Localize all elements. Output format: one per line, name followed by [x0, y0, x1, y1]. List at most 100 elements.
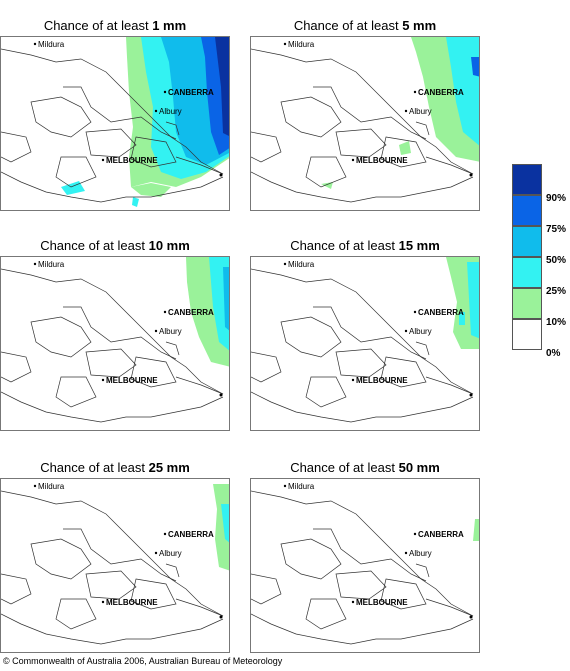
boundary-line [175, 156, 224, 175]
boundary-lines [251, 48, 474, 203]
city-marker [404, 109, 408, 113]
boundary-line [415, 563, 430, 578]
panel-title: Chance of at least 5 mm [293, 18, 437, 33]
probability-zone [215, 37, 229, 136]
boundary-line [175, 598, 224, 617]
boundary-line [55, 376, 97, 408]
copyright-notice: © Commonwealth of Australia 2006, Austra… [3, 656, 283, 666]
boundary-line [313, 86, 427, 140]
boundary-line [1, 490, 224, 617]
panel-title: Chance of at least 15 mm [290, 238, 440, 253]
boundary-line [251, 351, 282, 383]
city-label-canberra: CANBERRA [168, 88, 214, 97]
city-label-melbourne: MELBOURNE [106, 156, 158, 165]
boundary-line [165, 121, 180, 136]
city-marker [283, 484, 287, 488]
probability-map: Mildura CANBERRA Albury MELBOURNE [0, 36, 230, 211]
boundary-lines [251, 268, 474, 423]
probability-zones [213, 484, 229, 571]
city-label-albury: Albury [409, 107, 432, 116]
boundary-line [313, 306, 427, 360]
probability-zone [132, 197, 139, 207]
boundary-line [415, 341, 430, 356]
boundary-line [165, 341, 180, 356]
probability-map: Mildura CANBERRA Albury MELBOURNE [250, 256, 480, 431]
city-marker [154, 329, 158, 333]
coast-marker [469, 173, 473, 177]
probability-map: Mildura CANBERRA Albury MELBOURNE [0, 256, 230, 431]
city-marker [413, 310, 417, 314]
probability-map: Mildura CANBERRA Albury MELBOURNE [250, 36, 480, 211]
city-label-albury: Albury [409, 549, 432, 558]
boundary-lines [251, 490, 474, 645]
boundary-line [305, 598, 347, 630]
coast-marker [469, 615, 473, 619]
city-label-melbourne: MELBOURNE [356, 156, 408, 165]
probability-zone [473, 519, 479, 541]
panel-title: Chance of at least 1 mm [43, 18, 187, 33]
city-label-mildura: Mildura [288, 482, 315, 491]
city-marker [283, 42, 287, 46]
boundary-line [1, 131, 32, 163]
probability-map: Mildura CANBERRA Albury MELBOURNE [250, 478, 480, 653]
boundary-line [251, 391, 474, 423]
boundary-line [280, 316, 342, 358]
boundary-line [30, 316, 92, 358]
probability-zones [446, 257, 479, 349]
city-label-melbourne: MELBOURNE [106, 598, 158, 607]
boundary-lines [1, 268, 224, 423]
boundary-line [85, 570, 137, 600]
city-label-mildura: Mildura [288, 40, 315, 49]
boundary-line [280, 538, 342, 580]
boundary-line [1, 391, 224, 423]
legend-label: 90% [546, 193, 567, 204]
legend-label: 50% [546, 255, 567, 266]
boundary-line [1, 171, 224, 203]
boundary-line [251, 131, 282, 163]
city-label-mildura: Mildura [38, 482, 65, 491]
legend-label: 0% [546, 348, 561, 359]
probability-zones [473, 519, 479, 541]
probability-zones [61, 37, 229, 207]
city-marker [33, 42, 37, 46]
boundary-line [380, 136, 427, 168]
boundary-line [1, 268, 224, 395]
probability-zone [221, 504, 229, 543]
city-marker [154, 551, 158, 555]
probability-zones [321, 37, 479, 189]
city-label-melbourne: MELBOURNE [356, 376, 408, 385]
city-label-albury: Albury [409, 327, 432, 336]
legend-label: 25% [546, 286, 567, 297]
city-marker [283, 262, 287, 266]
city-marker [413, 90, 417, 94]
city-marker [101, 158, 105, 162]
probability-zone [446, 37, 479, 146]
probability-zone [61, 181, 85, 195]
city-marker [101, 378, 105, 382]
boundary-line [425, 156, 474, 175]
legend-swatch-75 [512, 195, 542, 226]
city-marker [33, 262, 37, 266]
boundary-line [55, 598, 97, 630]
boundary-line [251, 613, 474, 645]
city-marker [33, 484, 37, 488]
city-marker [101, 600, 105, 604]
boundary-line [55, 156, 97, 188]
boundary-line [251, 573, 282, 605]
city-label-melbourne: MELBOURNE [356, 598, 408, 607]
legend-label: 10% [546, 317, 567, 328]
boundary-line [251, 171, 474, 203]
boundary-line [63, 528, 177, 582]
coast-marker [219, 615, 223, 619]
boundary-line [63, 306, 177, 360]
city-marker [163, 532, 167, 536]
boundary-line [280, 96, 342, 138]
boundary-line [30, 538, 92, 580]
boundary-lines [1, 490, 224, 645]
probability-zone [467, 262, 479, 339]
probability-zones [186, 257, 229, 367]
city-label-canberra: CANBERRA [418, 530, 464, 539]
boundary-line [1, 351, 32, 383]
boundary-line [175, 376, 224, 395]
probability-zone [471, 57, 479, 77]
